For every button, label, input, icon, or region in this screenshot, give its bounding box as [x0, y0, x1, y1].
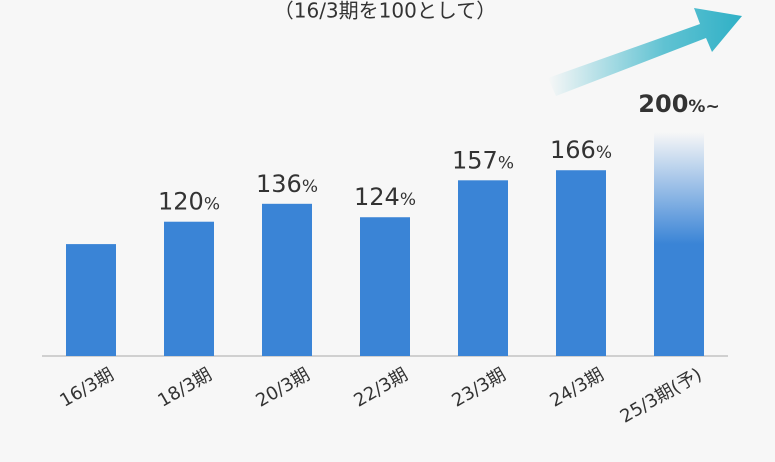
- value-label: 124%: [354, 183, 416, 211]
- chart-subtitle: （16/3期を100として）: [274, 0, 497, 23]
- value-label: 136%: [256, 170, 318, 198]
- value-label: 120%: [158, 188, 220, 216]
- bar: [66, 244, 116, 356]
- value-label: 157%: [452, 146, 514, 174]
- trend-arrow: [548, 8, 742, 96]
- bar: [458, 180, 508, 356]
- bar: [164, 221, 214, 356]
- value-label: 200%~: [638, 90, 719, 118]
- bar: [556, 170, 606, 356]
- bar: [360, 217, 410, 356]
- bar: [262, 203, 312, 356]
- bar: [654, 132, 704, 356]
- value-label: 166%: [550, 136, 612, 164]
